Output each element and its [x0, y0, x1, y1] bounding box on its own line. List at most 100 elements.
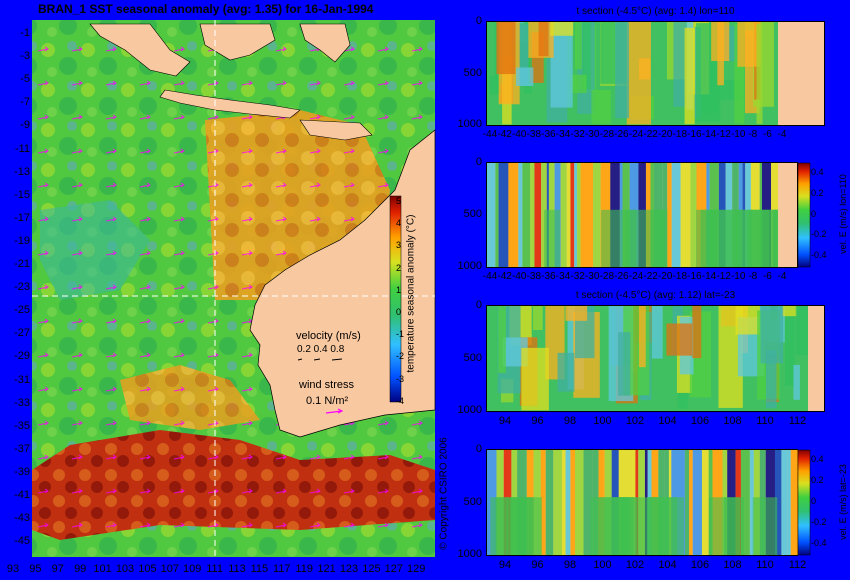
section-x-tick: 106: [690, 559, 710, 571]
sst-map: [32, 20, 436, 557]
colorbar-tick: -1: [396, 329, 405, 340]
section-x-tick: 100: [593, 559, 612, 571]
lat-label: -33: [14, 396, 30, 409]
lon-label: 113: [228, 563, 246, 575]
section-x-tick: -6: [762, 129, 772, 140]
lat-label: -27: [14, 327, 30, 340]
section-x-tick: -42: [497, 271, 512, 282]
section-colorbar-tick: 0.2: [811, 475, 824, 485]
lat-label: -13: [14, 165, 30, 178]
lon-label: 111: [206, 563, 223, 575]
section-x-tick: -18: [672, 129, 688, 140]
colorbar-tick: -4: [396, 395, 405, 406]
wind-stress-legend-value: 0.1 N/m²: [306, 395, 349, 407]
section-x-tick: -42: [497, 129, 512, 140]
section-x-tick: -6: [762, 271, 772, 282]
section-x-tick: -4: [777, 129, 787, 140]
section-colorbar-label: vel. E (m/s) lon=110: [838, 174, 848, 254]
section-x-tick: 112: [788, 559, 807, 571]
section-x-tick: -44: [482, 271, 498, 282]
section-x-tick: -44: [482, 129, 498, 140]
section-x-tick: -12: [716, 129, 731, 140]
map-land-borneo: [199, 23, 276, 61]
section-x-tick: 102: [625, 415, 645, 427]
section-x-tick: 108: [723, 559, 742, 571]
velocity-legend-arrow-0: [297, 358, 303, 361]
section-colorbar: [797, 449, 811, 556]
lat-label: -41: [14, 489, 30, 501]
lat-label: -21: [14, 258, 30, 270]
colorbar-tick: 5: [396, 196, 402, 206]
section-colorbar: [797, 162, 811, 268]
section-x-tick: 94: [498, 415, 512, 427]
section-x-tick: -16: [687, 129, 702, 140]
colorbar-tick: -3: [396, 373, 405, 384]
section-colorbar-tick: -0.2: [811, 229, 827, 240]
section-depth-tick: 500: [463, 66, 482, 79]
section-x-tick: -38: [526, 129, 542, 140]
section-x-tick: -8: [748, 129, 758, 140]
section-x-tick: -24: [628, 271, 644, 282]
lon-label: 107: [160, 563, 179, 575]
section-x-tick: -24: [628, 129, 644, 140]
section-panel-4: [486, 449, 811, 556]
lon-label: 119: [295, 563, 313, 575]
section-x-tick: -28: [599, 271, 615, 282]
section-depth-tick: 1000: [457, 118, 482, 130]
map-land-sumatra: [89, 23, 191, 77]
section-x-tick: -32: [570, 129, 585, 140]
velocity-legend-arrow-1: [313, 358, 321, 361]
section-colorbar-tick: 0: [811, 208, 817, 219]
section-x-tick: 94: [498, 559, 512, 571]
section-colorbar-tick: 0.2: [811, 187, 824, 198]
section-x-tick: 102: [625, 559, 645, 571]
velocity-legend-title: velocity (m/s): [296, 330, 361, 342]
section-x-tick: -10: [730, 129, 746, 140]
colorbar-tick: 2: [396, 262, 402, 273]
lat-label: -5: [20, 73, 30, 86]
lon-label: 95: [29, 563, 42, 575]
colorbar-tick: -2: [396, 351, 405, 362]
section-x-tick: -40: [511, 129, 527, 140]
section-panel-3: [486, 305, 825, 412]
section-x-tick: 110: [756, 559, 774, 571]
map-land-java: [159, 89, 301, 119]
lat-label: -7: [20, 96, 30, 109]
lon-label: 101: [93, 563, 112, 575]
lon-label: 127: [384, 563, 403, 575]
lon-label: 121: [317, 563, 336, 575]
section-x-tick: 110: [756, 415, 774, 427]
lon-label: 99: [74, 563, 87, 575]
section-x-tick: 104: [658, 559, 677, 571]
section-depth-tick: 500: [463, 208, 482, 220]
lat-label: -23: [14, 281, 30, 294]
section-colorbar-tick: -0.4: [811, 250, 827, 261]
map-land-timor: [299, 119, 373, 141]
section-x-tick: -30: [584, 271, 600, 282]
section-x-tick: -16: [687, 271, 702, 282]
lat-label: -31: [14, 373, 30, 386]
section-x-tick: 98: [563, 559, 577, 571]
section-x-tick: 96: [531, 415, 544, 427]
map-land-sulawesi: [299, 23, 351, 63]
lon-label: 93: [6, 563, 20, 575]
lat-label: -19: [14, 234, 30, 247]
lat-label: -1: [20, 27, 30, 39]
section-x-tick: -26: [614, 129, 629, 140]
section-x-tick: -20: [657, 271, 673, 282]
lat-label: -35: [14, 419, 30, 432]
map-title: BRAN_1 SST seasonal anomaly (avg: 1.35) …: [38, 2, 374, 16]
section-x-tick: 104: [658, 415, 677, 427]
colorbar-label: temperature seasonal anomaly (°C): [405, 214, 417, 373]
section-x-tick: -4: [777, 271, 787, 282]
section-panel-title: t section (-4.5°C) (avg: 1.12) lat=-23: [575, 290, 736, 301]
section-depth-tick: 1000: [457, 404, 482, 416]
colorbar-tick: 0: [396, 307, 402, 317]
lon-label: 117: [273, 563, 291, 575]
section-x-tick: -32: [570, 271, 585, 282]
lon-label: 103: [115, 563, 135, 575]
section-colorbar-tick: 0.4: [811, 167, 824, 177]
lon-label: 115: [250, 563, 269, 575]
lat-label: -25: [14, 304, 30, 317]
copyright-notice: © Copyright CSIRO 2006: [438, 437, 450, 550]
